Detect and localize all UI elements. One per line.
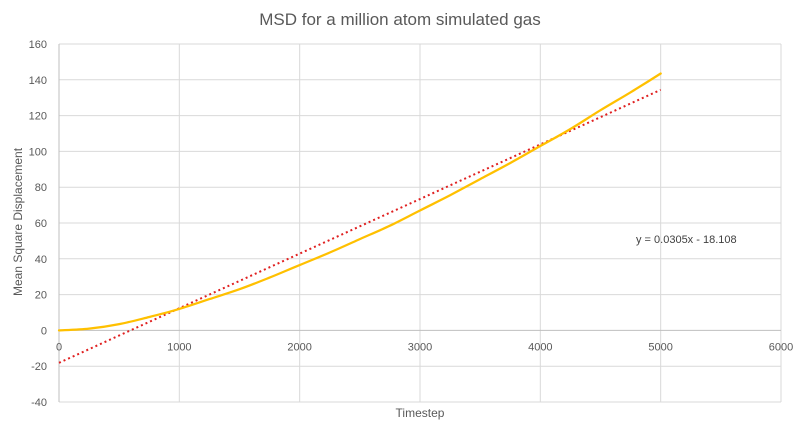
tick-labels: 0 1000 2000 3000 4000 5000 6000 -40 -20 0 20 40 60 80… — [29, 39, 794, 409]
y-axis-title: Mean Square Displacement — [11, 147, 25, 296]
y-tick-label: 20 — [35, 290, 47, 302]
y-tick-label: 40 — [35, 254, 47, 266]
x-tick-label: 3000 — [408, 341, 432, 353]
linear-trendline — [58, 88, 662, 364]
axes — [58, 44, 781, 402]
x-tick-label: 2000 — [287, 341, 311, 353]
y-tick-label: 0 — [41, 325, 47, 337]
x-tick-label: 5000 — [648, 341, 672, 353]
chart-title: MSD for a million atom simulated gas — [259, 10, 541, 29]
y-tick-label: 100 — [29, 146, 47, 158]
x-tick-label: 0 — [56, 341, 62, 353]
x-axis-title: Timestep — [396, 406, 445, 420]
series-layer — [57, 72, 662, 332]
gridlines — [59, 43, 782, 403]
y-tick-label: 160 — [29, 39, 47, 51]
trendline-layer — [58, 88, 662, 364]
y-tick-label: 140 — [29, 75, 47, 87]
y-tick-label: 120 — [29, 111, 47, 123]
x-tick-label: 4000 — [528, 341, 552, 353]
y-tick-label: -40 — [31, 397, 47, 409]
y-tick-label: 60 — [35, 218, 47, 230]
x-tick-label: 1000 — [167, 341, 191, 353]
y-tick-label: -20 — [31, 361, 47, 373]
trendline-equation: y = 0.0305x - 18.108 — [636, 234, 737, 246]
msd-series-line — [57, 72, 662, 332]
y-tick-label: 80 — [35, 182, 47, 194]
x-tick-label: 6000 — [769, 341, 793, 353]
